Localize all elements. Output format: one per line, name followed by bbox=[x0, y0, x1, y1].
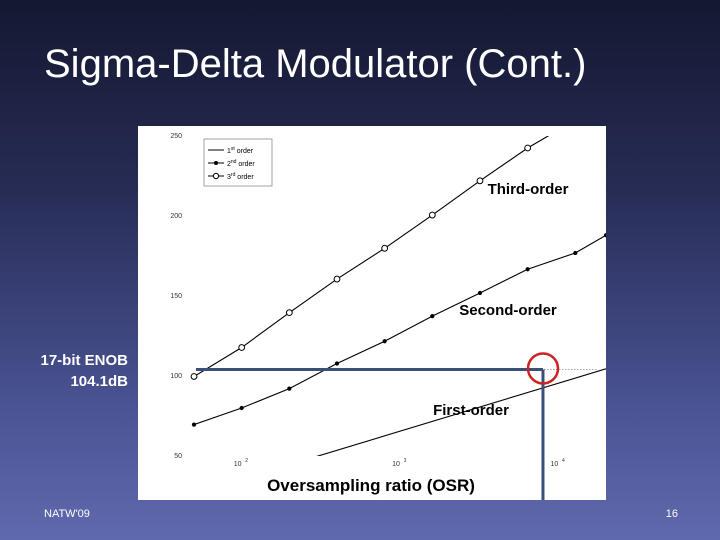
series-2-point bbox=[287, 386, 292, 391]
y-tick-label: 200 bbox=[170, 213, 182, 220]
x-tick-label: 10 bbox=[234, 461, 242, 468]
series-2-line bbox=[194, 234, 606, 426]
x-tick-exponent: 4 bbox=[562, 458, 565, 464]
x-axis-label: Oversampling ratio (OSR) bbox=[267, 476, 475, 495]
enob-bits-label: 17-bit ENOB bbox=[40, 352, 128, 369]
first-order-label: First-order bbox=[433, 402, 509, 419]
legend-marker bbox=[214, 161, 218, 165]
series-3-point bbox=[238, 344, 246, 351]
series-2-point bbox=[430, 314, 435, 319]
series-3-point bbox=[285, 309, 293, 317]
footer-event: NATW'09 bbox=[44, 508, 90, 520]
series-2-point bbox=[573, 250, 578, 256]
legend-label: 3rd order bbox=[227, 172, 254, 181]
series-3-point bbox=[428, 211, 436, 219]
series-2-point bbox=[525, 267, 530, 272]
series-3-point bbox=[476, 177, 484, 185]
series-2-point bbox=[334, 361, 340, 366]
second-order-label: Second-order bbox=[459, 302, 557, 319]
series-2-point bbox=[191, 422, 197, 427]
series-3-point bbox=[524, 144, 532, 152]
series-2-point bbox=[382, 339, 387, 344]
third-order-label: Third-order bbox=[488, 181, 569, 198]
enob-annotation: 17-bit ENOB 104.1dB bbox=[10, 350, 128, 392]
x-tick-label: 10 bbox=[392, 461, 400, 468]
series-2-point bbox=[603, 233, 606, 238]
series-3-point bbox=[190, 373, 198, 380]
x-tick-exponent: 3 bbox=[404, 458, 407, 464]
series-3-point bbox=[381, 244, 389, 252]
legend-marker bbox=[212, 172, 220, 180]
chart-panel: 50 100 150 200 250 10 2 10 3 10 4 1st order 2nd orde… bbox=[138, 126, 606, 500]
page-number: 16 bbox=[665, 508, 678, 520]
y-tick-label: 50 bbox=[174, 453, 182, 460]
series-2-point bbox=[239, 405, 244, 411]
x-tick-exponent: 2 bbox=[245, 458, 248, 464]
series-1-line bbox=[316, 368, 606, 456]
slide-title: Sigma-Delta Modulator (Cont.) bbox=[44, 42, 587, 86]
y-axis-label: SNR (dB) bbox=[145, 267, 163, 333]
series-2-point bbox=[477, 290, 483, 296]
x-tick-label: 10 bbox=[550, 461, 558, 468]
series-3-line bbox=[194, 136, 550, 377]
y-tick-label: 250 bbox=[170, 133, 182, 140]
y-tick-label: 150 bbox=[170, 293, 182, 300]
legend-label: 2nd order bbox=[227, 159, 255, 168]
highlight-circle bbox=[526, 352, 560, 385]
y-tick-label: 100 bbox=[170, 373, 182, 380]
series-3-point bbox=[333, 275, 341, 283]
enob-db-label: 104.1dB bbox=[70, 373, 128, 390]
legend-label: 1st order bbox=[227, 146, 254, 155]
